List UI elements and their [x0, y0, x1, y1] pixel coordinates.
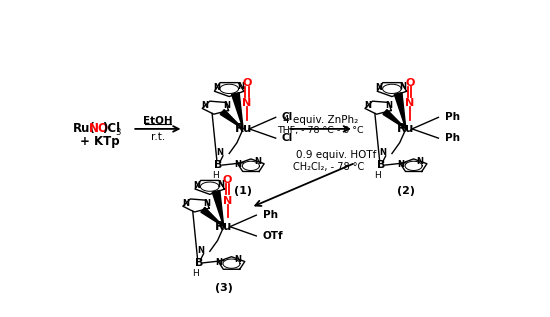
Text: Ru: Ru — [397, 122, 415, 135]
Text: B: B — [195, 258, 203, 268]
Text: )Cl: )Cl — [102, 122, 120, 135]
Text: + KTp: + KTp — [80, 135, 120, 148]
Text: N: N — [379, 148, 386, 157]
Polygon shape — [232, 93, 243, 129]
Text: N: N — [397, 160, 404, 169]
Text: B: B — [214, 160, 223, 170]
Text: N: N — [218, 180, 224, 189]
Text: B: B — [377, 160, 385, 170]
Text: N: N — [223, 196, 232, 206]
Text: (3): (3) — [215, 283, 233, 293]
Polygon shape — [383, 110, 406, 129]
Text: N: N — [216, 148, 223, 157]
Text: Ph: Ph — [444, 133, 460, 143]
Text: 3: 3 — [116, 128, 120, 137]
Text: H: H — [192, 269, 199, 278]
Text: Ru: Ru — [215, 220, 233, 233]
Text: N: N — [254, 157, 261, 166]
Text: NO: NO — [89, 122, 109, 135]
Text: O: O — [223, 176, 232, 185]
Text: Cl: Cl — [282, 112, 293, 122]
Text: N: N — [215, 258, 222, 267]
Text: Cl: Cl — [282, 133, 293, 143]
Text: N: N — [237, 82, 244, 91]
Text: N: N — [405, 99, 414, 108]
Text: 4 equiv. ZnPh₂: 4 equiv. ZnPh₂ — [283, 115, 358, 125]
Text: O: O — [243, 78, 252, 88]
Text: N: N — [201, 101, 208, 110]
Text: THF, - 78 °C - 0 °C: THF, - 78 °C - 0 °C — [277, 126, 364, 135]
Text: OTf: OTf — [262, 231, 283, 241]
Text: N: N — [194, 181, 201, 190]
Text: N: N — [376, 83, 383, 92]
Text: N: N — [417, 157, 424, 166]
Text: 0.9 equiv. HOTf: 0.9 equiv. HOTf — [296, 150, 376, 160]
Text: Ph: Ph — [444, 112, 460, 122]
Text: H: H — [212, 171, 218, 180]
Text: H: H — [375, 171, 381, 180]
Text: O: O — [405, 78, 415, 88]
Polygon shape — [394, 93, 406, 129]
Polygon shape — [201, 207, 224, 227]
Text: Ph: Ph — [262, 210, 278, 220]
Text: N: N — [400, 82, 406, 91]
Text: N: N — [182, 199, 189, 208]
Text: (1): (1) — [234, 185, 252, 196]
Text: N: N — [235, 160, 241, 169]
Text: N: N — [364, 101, 371, 110]
Text: N: N — [386, 101, 393, 110]
Text: CH₂Cl₂, - 78 °C: CH₂Cl₂, - 78 °C — [293, 162, 364, 172]
Text: Ru: Ru — [234, 122, 252, 135]
Text: N: N — [197, 246, 204, 255]
Text: N: N — [223, 101, 230, 110]
Polygon shape — [212, 191, 224, 227]
Polygon shape — [220, 110, 243, 129]
Text: N: N — [243, 99, 252, 108]
Text: EtOH: EtOH — [143, 116, 173, 126]
Text: r.t.: r.t. — [151, 132, 165, 142]
Text: (2): (2) — [397, 185, 415, 196]
Text: N: N — [213, 83, 220, 92]
Text: N: N — [235, 255, 241, 263]
Text: N: N — [204, 199, 211, 208]
Text: Ru(: Ru( — [73, 122, 95, 135]
